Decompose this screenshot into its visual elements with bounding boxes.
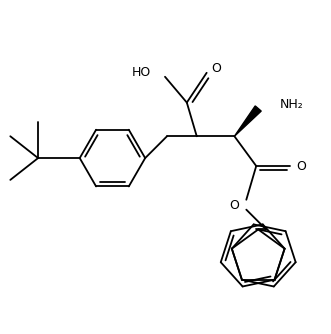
Text: NH₂: NH₂ (280, 98, 304, 111)
Text: O: O (229, 199, 239, 212)
Polygon shape (234, 106, 261, 136)
Text: O: O (296, 160, 306, 172)
Text: HO: HO (132, 66, 151, 79)
Text: O: O (212, 62, 221, 75)
